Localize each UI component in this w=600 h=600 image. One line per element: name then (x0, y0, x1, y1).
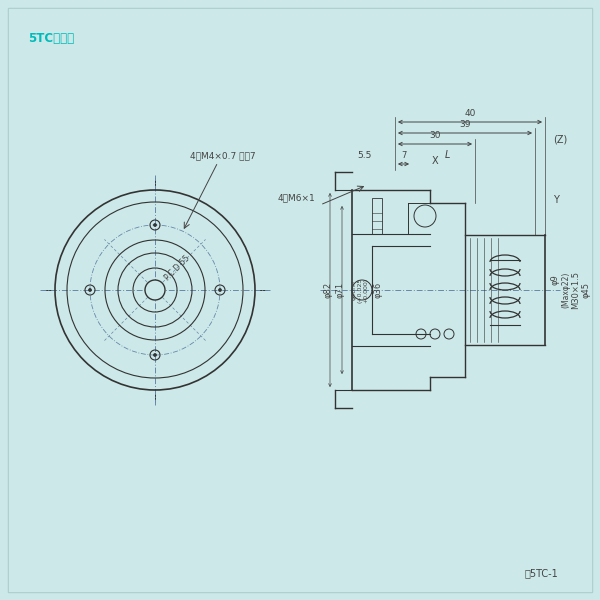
Circle shape (145, 280, 165, 300)
Text: φ71: φ71 (335, 282, 344, 298)
Text: 30: 30 (429, 131, 441, 140)
Text: 5.5: 5.5 (357, 151, 371, 160)
Circle shape (154, 223, 157, 226)
Text: φ45: φ45 (581, 282, 590, 298)
Text: X: X (431, 156, 439, 166)
Text: (Maxφ22): (Maxφ22) (562, 272, 571, 308)
Text: φ46H7
(+0.025
+0.000): φ46H7 (+0.025 +0.000) (352, 277, 368, 302)
Circle shape (89, 289, 91, 292)
Text: L: L (445, 150, 450, 160)
Bar (372, 198, 382, 234)
Text: 40: 40 (464, 109, 476, 118)
Text: 4－M4×0.7 深サ7: 4－M4×0.7 深サ7 (190, 151, 256, 160)
Text: φ82: φ82 (323, 282, 332, 298)
Text: φ9: φ9 (551, 275, 560, 286)
Circle shape (154, 353, 157, 356)
Text: 5TC寸法図: 5TC寸法図 (28, 32, 74, 45)
Text: P.C.D 55: P.C.D 55 (163, 253, 191, 282)
Text: Y: Y (553, 195, 559, 205)
Text: 図5TC-1: 図5TC-1 (524, 568, 558, 578)
Circle shape (218, 289, 221, 292)
Text: 39: 39 (459, 120, 471, 129)
Text: φ36: φ36 (373, 282, 383, 298)
Text: (Z): (Z) (553, 134, 567, 144)
Text: 4－M6×1: 4－M6×1 (277, 193, 315, 202)
Text: M30×1.5: M30×1.5 (571, 271, 581, 309)
Text: 7: 7 (401, 151, 406, 160)
